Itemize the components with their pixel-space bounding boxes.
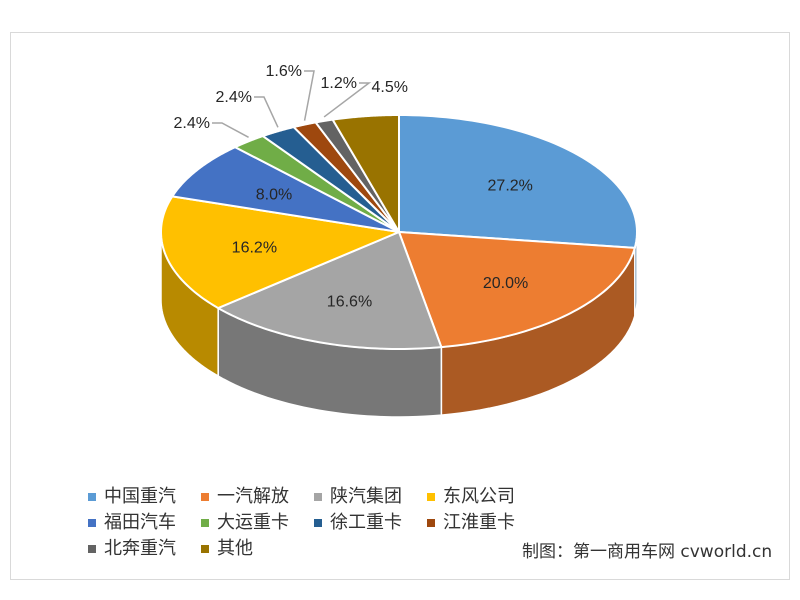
legend-swatch xyxy=(201,545,209,553)
legend-label: 东风公司 xyxy=(443,486,515,507)
data-label-5: 2.4% xyxy=(174,115,210,132)
data-label-6: 2.4% xyxy=(216,89,252,106)
legend-swatch xyxy=(88,545,96,553)
legend: 中国重汽 一汽解放 陕汽集团 东风公司福田汽车 大运重卡 徐工重卡 江淮重卡北奔重汽 其他 xyxy=(88,484,540,562)
data-label-8: 1.2% xyxy=(321,75,357,92)
data-label-7: 1.6% xyxy=(266,63,302,80)
legend-label: 中国重汽 xyxy=(104,486,176,507)
legend-label: 其他 xyxy=(217,538,253,559)
legend-label: 福田汽车 xyxy=(104,512,176,533)
legend-swatch xyxy=(201,493,209,501)
data-label-0: 27.2% xyxy=(488,177,533,194)
legend-label: 江淮重卡 xyxy=(443,512,515,533)
legend-label: 一汽解放 xyxy=(217,486,289,507)
credit-text: 制图：第一商用车网 cvworld.cn xyxy=(522,542,773,562)
legend-swatch xyxy=(314,519,322,527)
legend-item-1: 一汽解放 xyxy=(201,484,314,510)
legend-swatch xyxy=(427,493,435,501)
pie-slice-2[interactable] xyxy=(215,230,443,350)
legend-item-3: 东风公司 xyxy=(427,484,540,510)
legend-item-9: 其他 xyxy=(201,536,314,562)
leader-line-6 xyxy=(254,96,279,128)
legend-label: 陕汽集团 xyxy=(330,486,402,507)
data-label-4: 8.0% xyxy=(256,186,292,203)
pie-slice-6[interactable] xyxy=(260,125,400,233)
legend-item-4: 福田汽车 xyxy=(88,510,201,536)
pie-slice-5[interactable] xyxy=(232,134,400,233)
pie-slice-4[interactable] xyxy=(170,146,400,233)
leader-line-7 xyxy=(303,70,315,121)
legend-item-6: 徐工重卡 xyxy=(314,510,427,536)
legend-label: 徐工重卡 xyxy=(330,512,402,533)
data-label-9: 4.5% xyxy=(372,79,408,96)
legend-label: 大运重卡 xyxy=(217,512,289,533)
data-label-1: 20.0% xyxy=(483,275,528,292)
legend-item-0: 中国重汽 xyxy=(88,484,201,510)
legend-label: 北奔重汽 xyxy=(104,538,176,559)
leader-line-5 xyxy=(212,122,249,138)
legend-item-7: 江淮重卡 xyxy=(427,510,540,536)
legend-swatch xyxy=(88,519,96,527)
leader-line-8 xyxy=(323,82,372,118)
legend-item-2: 陕汽集团 xyxy=(314,484,427,510)
pie-slice-3[interactable] xyxy=(160,195,403,310)
legend-swatch xyxy=(314,493,322,501)
chart-frame xyxy=(10,32,790,580)
legend-swatch xyxy=(88,493,96,501)
pie-slice-9[interactable] xyxy=(331,113,400,236)
pie-slice-8[interactable] xyxy=(313,118,400,233)
legend-swatch xyxy=(427,519,435,527)
legend-swatch xyxy=(201,519,209,527)
pie-slice-7[interactable] xyxy=(291,121,400,233)
data-label-2: 16.6% xyxy=(327,293,372,310)
legend-item-8: 北奔重汽 xyxy=(88,536,201,562)
data-label-3: 16.2% xyxy=(232,239,277,256)
pie-slice-0[interactable] xyxy=(398,113,638,249)
pie-slice-1[interactable] xyxy=(397,230,637,349)
legend-item-5: 大运重卡 xyxy=(201,510,314,536)
